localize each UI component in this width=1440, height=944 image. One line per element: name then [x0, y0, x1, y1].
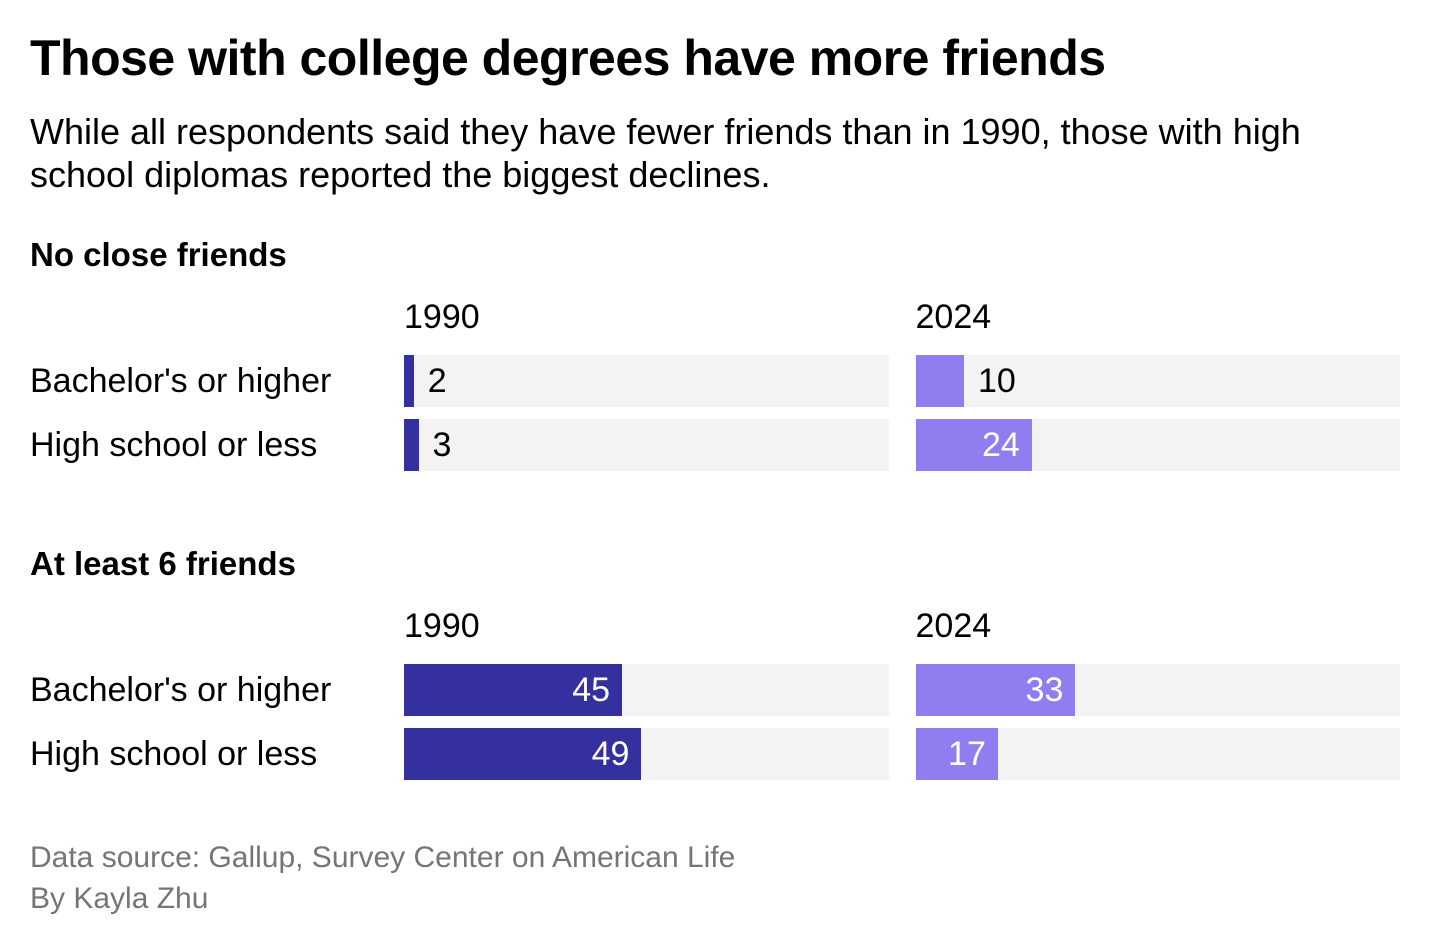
- bar-1990: [404, 355, 414, 408]
- bar-2024: [915, 728, 998, 781]
- bar-value-label: 17: [948, 735, 986, 774]
- bar-2024: [915, 419, 1032, 472]
- bar-value-label: 3: [432, 426, 452, 465]
- row-label: High school or less: [30, 734, 318, 773]
- bar-value-label: 2: [427, 362, 447, 401]
- bar-track: 10: [915, 355, 1400, 408]
- chart-title: Those with college degrees have more fri…: [30, 30, 1106, 86]
- bar-track: 3: [404, 419, 889, 472]
- bar-value-label: 33: [1025, 671, 1064, 710]
- chart-subtitle: While all respondents said they have few…: [30, 111, 1301, 196]
- chart-footer: Data source: Gallup, Survey Center on Am…: [30, 838, 1400, 919]
- year-header-row: 1990 2024: [30, 298, 1400, 337]
- bar-track: 49: [404, 728, 889, 781]
- bars-grid: Bachelor's or higher 45 33 High school or l…: [30, 664, 1400, 781]
- bar-value-label: 45: [572, 671, 611, 710]
- row-label: Bachelor's or higher: [30, 670, 332, 709]
- chart-section: At least 6 friends 1990 2024 Bachelor's or …: [30, 545, 1400, 781]
- chart-sections: No close friends 1990 2024 Bachelor's or hi…: [30, 236, 1400, 781]
- bar-track: 2: [404, 355, 889, 408]
- section-heading: At least 6 friends: [30, 545, 296, 583]
- year-header-1990: 1990: [404, 607, 480, 646]
- section-heading: No close friends: [30, 236, 287, 274]
- bar-1990: [404, 419, 419, 472]
- chart-section: No close friends 1990 2024 Bachelor's or hi…: [30, 236, 1400, 472]
- bars-grid: Bachelor's or higher 2 10 High school or le…: [30, 355, 1400, 472]
- chart-page: Those with college degrees have more fri…: [30, 30, 1400, 919]
- byline: By Kayla Zhu: [30, 881, 209, 915]
- bar-track: 17: [915, 728, 1400, 781]
- bar-value-label: 49: [591, 735, 630, 774]
- bar-value-label: 10: [977, 362, 1016, 401]
- bar-track: 45: [404, 664, 889, 717]
- year-header-2024: 2024: [915, 298, 992, 337]
- bar-track: 33: [915, 664, 1400, 717]
- row-label: Bachelor's or higher: [30, 361, 332, 400]
- row-label: High school or less: [30, 425, 318, 464]
- data-source-note: Data source: Gallup, Survey Center on Am…: [30, 841, 736, 875]
- bar-2024: [915, 664, 1076, 717]
- year-header-2024: 2024: [915, 607, 992, 646]
- year-header-row: 1990 2024: [30, 607, 1400, 646]
- bar-1990: [404, 664, 623, 717]
- bar-2024: [915, 355, 964, 408]
- year-header-1990: 1990: [404, 298, 480, 337]
- bar-track: 24: [915, 419, 1400, 472]
- bar-1990: [404, 728, 642, 781]
- bar-value-label: 24: [981, 426, 1020, 465]
